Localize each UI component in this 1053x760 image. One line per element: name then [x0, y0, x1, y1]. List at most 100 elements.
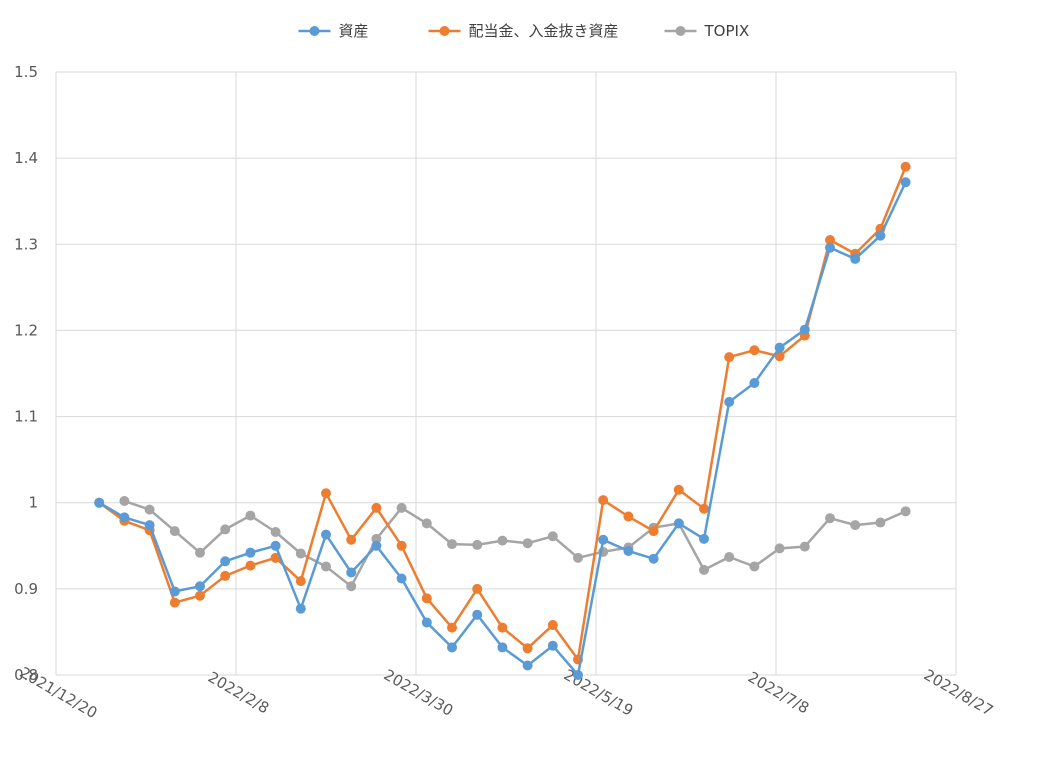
- data-point: [195, 547, 205, 558]
- data-point: [875, 230, 886, 241]
- data-point: [875, 517, 886, 528]
- legend-item: 配当金、入金抜き資産: [428, 22, 619, 40]
- data-point: [547, 640, 558, 651]
- data-point: [598, 495, 609, 506]
- y-axis-ticks: 0.8 0.9 1 1.1 1.2 1.3 1.4 1.5: [14, 63, 38, 684]
- x-tick-label: 2021/12/20: [17, 663, 101, 722]
- series-line: [98, 166, 907, 661]
- data-point: [522, 660, 533, 671]
- data-point: [321, 561, 331, 572]
- data-point: [825, 513, 835, 524]
- data-point: [144, 504, 155, 515]
- data-point: [119, 512, 130, 523]
- data-point: [346, 567, 357, 578]
- data-point: [547, 531, 558, 542]
- data-point: [497, 622, 508, 633]
- data-point: [346, 581, 357, 592]
- data-point: [547, 620, 558, 631]
- series-0: [94, 177, 911, 680]
- data-point: [169, 597, 180, 608]
- data-point: [421, 593, 432, 604]
- data-point: [573, 552, 583, 563]
- data-point: [371, 533, 382, 544]
- data-point: [321, 529, 331, 540]
- data-point: [825, 242, 835, 253]
- x-tick-label: 2022/8/27: [921, 666, 997, 720]
- legend-marker: [675, 26, 686, 36]
- data-point: [295, 603, 306, 614]
- data-point: [169, 586, 180, 597]
- data-point: [724, 396, 735, 407]
- data-point: [295, 548, 306, 559]
- x-tick-label: 2022/5/19: [561, 666, 637, 720]
- y-tick-label: 1: [28, 494, 38, 512]
- data-point: [724, 551, 735, 562]
- data-point: [699, 503, 709, 514]
- data-point: [648, 553, 659, 564]
- data-point: [799, 541, 810, 552]
- data-point: [497, 642, 508, 653]
- data-point: [598, 534, 609, 545]
- series-line: [98, 181, 907, 677]
- data-point: [447, 622, 457, 633]
- data-point: [799, 324, 810, 335]
- y-tick-label: 0.8: [14, 666, 38, 684]
- data-point: [119, 495, 130, 506]
- data-point: [699, 533, 709, 544]
- data-point: [346, 534, 357, 545]
- data-point: [749, 377, 760, 388]
- data-point: [900, 177, 911, 188]
- y-tick-label: 1.2: [14, 321, 38, 339]
- data-point: [245, 547, 256, 558]
- y-tick-label: 1.4: [14, 149, 38, 167]
- y-tick-label: 0.9: [14, 580, 38, 598]
- data-point: [472, 583, 483, 594]
- gridlines: [55, 71, 957, 676]
- legend-item: TOPIX: [664, 22, 749, 40]
- data-point: [749, 561, 760, 572]
- data-point: [774, 543, 785, 554]
- legend-item: 資産: [298, 22, 369, 40]
- data-point: [245, 560, 256, 571]
- legend-label: 配当金、入金抜き資産: [469, 22, 619, 40]
- data-point: [421, 518, 432, 529]
- data-point: [447, 539, 457, 550]
- data-point: [245, 510, 256, 521]
- data-point: [522, 643, 533, 654]
- data-point: [825, 234, 835, 245]
- legend-label: 資産: [339, 22, 369, 40]
- data-point: [623, 545, 634, 556]
- data-point: [195, 590, 205, 601]
- data-point: [270, 527, 281, 538]
- data-point: [396, 540, 407, 551]
- data-point: [270, 540, 281, 551]
- data-point: [220, 524, 231, 535]
- data-point: [371, 502, 382, 513]
- series-2: [119, 495, 911, 592]
- series-layer: [94, 161, 911, 680]
- data-point: [144, 520, 155, 531]
- data-point: [195, 581, 205, 592]
- data-point: [220, 556, 231, 567]
- data-point: [699, 564, 709, 575]
- data-point: [673, 518, 684, 529]
- data-point: [573, 670, 583, 680]
- legend: 資産 配当金、入金抜き資産 TOPIX: [298, 22, 749, 40]
- data-point: [371, 540, 382, 551]
- data-point: [396, 502, 407, 513]
- y-tick-label: 1.5: [14, 63, 38, 81]
- data-point: [774, 342, 785, 353]
- data-point: [94, 497, 105, 508]
- x-tick-label: 2022/3/30: [381, 666, 457, 720]
- data-point: [673, 484, 684, 495]
- data-point: [774, 351, 785, 362]
- data-point: [749, 345, 760, 356]
- legend-marker: [439, 26, 450, 36]
- y-tick-label: 1.3: [14, 235, 38, 253]
- data-point: [522, 538, 533, 549]
- data-point: [472, 609, 483, 620]
- data-point: [724, 352, 735, 363]
- series-1: [94, 161, 911, 665]
- data-point: [497, 535, 508, 546]
